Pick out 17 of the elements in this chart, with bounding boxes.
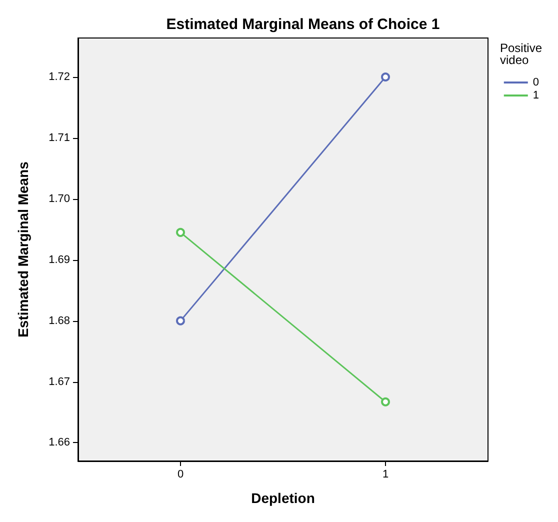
y-tick-label: 1.72 <box>48 71 70 84</box>
legend-label: 0 <box>532 76 540 88</box>
point <box>381 397 390 406</box>
y-tick-label: 1.70 <box>48 192 70 205</box>
y-tick-label: 1.68 <box>48 314 70 327</box>
chart-title: Estimated Marginal Means of Choice 1 <box>166 16 440 33</box>
legend-title: Positive video <box>500 41 542 67</box>
legend-label: 1 <box>532 90 540 102</box>
point <box>176 228 185 237</box>
point <box>176 316 185 326</box>
x-axis-title: Depletion <box>251 490 315 506</box>
y-axis-title: Estimated Marginal Means <box>15 161 31 338</box>
y-tick-label: 1.67 <box>48 376 70 388</box>
point <box>381 72 390 82</box>
y-tick-label: 1.71 <box>48 132 70 144</box>
y-tick-label: 1.66 <box>48 436 70 449</box>
y-tick-label: 1.69 <box>48 254 70 266</box>
